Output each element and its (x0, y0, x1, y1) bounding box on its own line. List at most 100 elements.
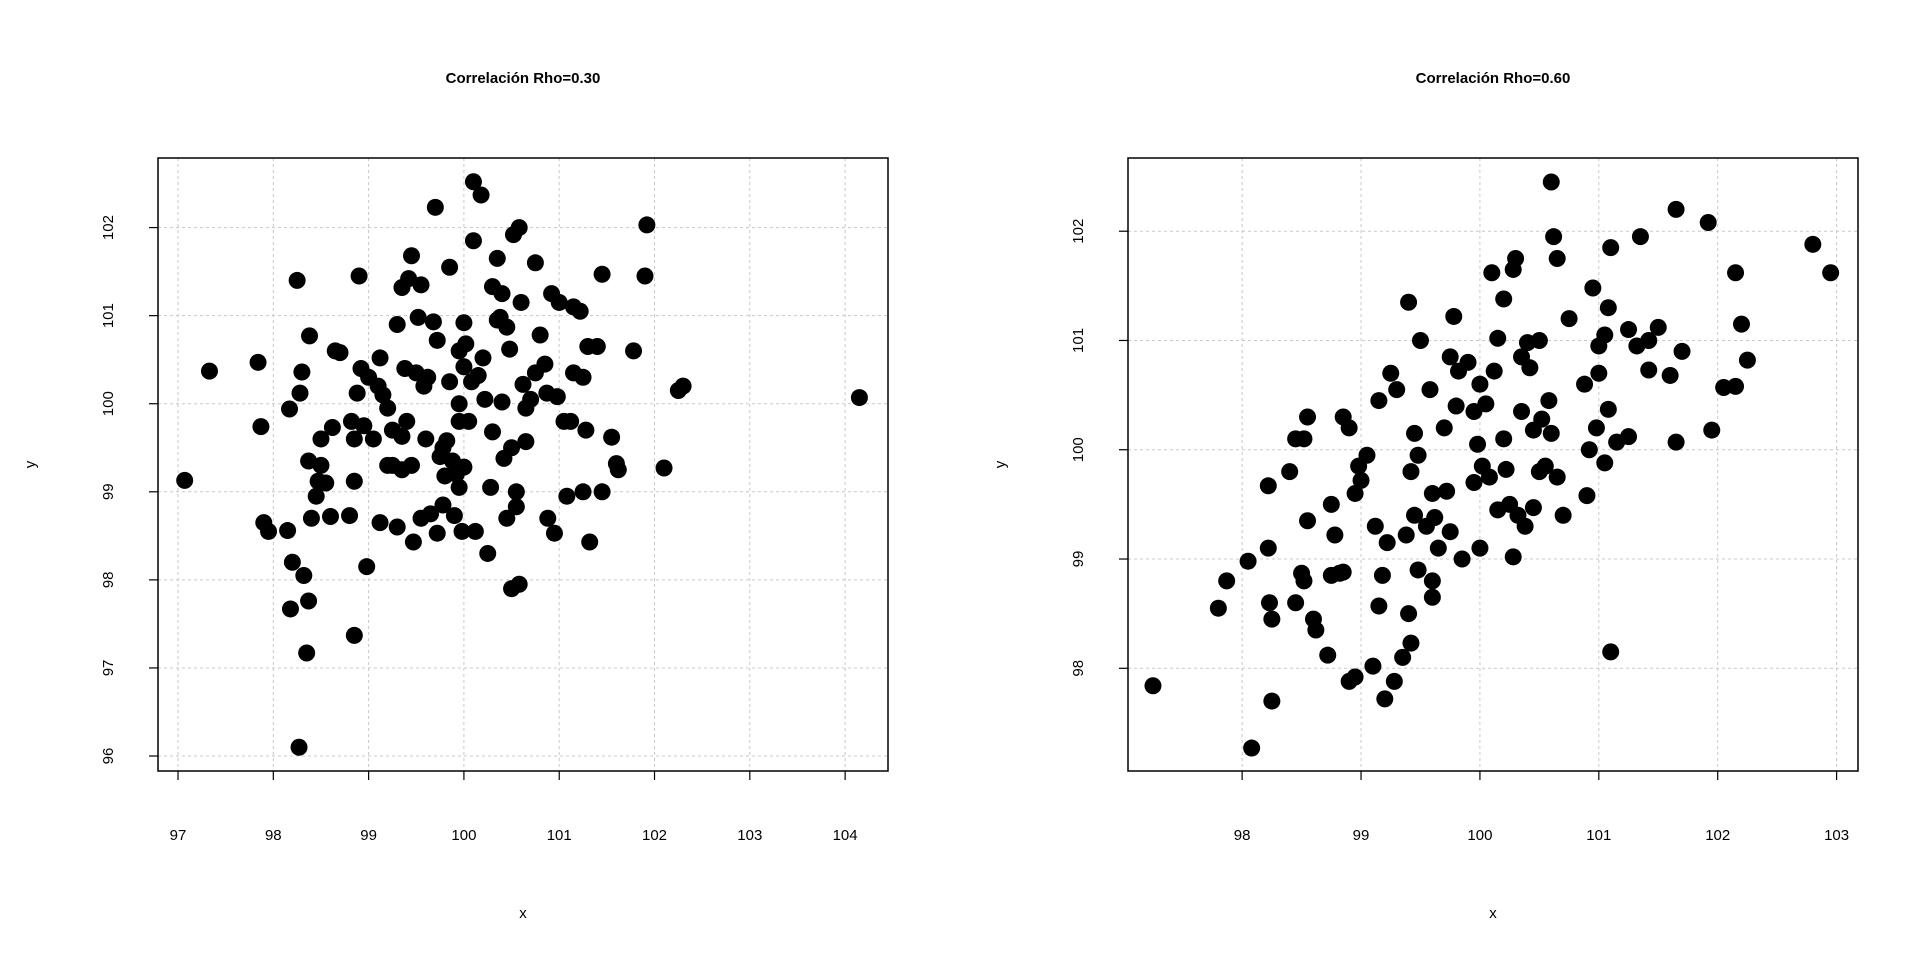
point (419, 368, 437, 386)
x-tick-label: 102 (1705, 827, 1730, 844)
point (1364, 657, 1382, 675)
point (1259, 477, 1277, 495)
chart-title: Correlación Rho=0.60 (1416, 70, 1571, 87)
point (638, 216, 656, 234)
point (1299, 408, 1317, 426)
point (1576, 375, 1594, 393)
point (1521, 359, 1539, 377)
point (1667, 433, 1685, 451)
x-tick-label: 103 (737, 827, 762, 844)
x-tick-label: 99 (360, 827, 377, 844)
point (1423, 484, 1441, 502)
point (422, 505, 440, 523)
point (1545, 228, 1563, 246)
point (1322, 495, 1340, 513)
point (450, 478, 468, 496)
point (581, 533, 599, 551)
point (1548, 468, 1566, 486)
point (355, 417, 373, 435)
point (1471, 539, 1489, 557)
point (1542, 173, 1560, 191)
point (1295, 572, 1313, 590)
point (1631, 228, 1649, 246)
point (350, 267, 368, 285)
point (545, 524, 563, 542)
x-axis-label: x (1489, 905, 1497, 922)
point (301, 327, 319, 345)
point (1703, 421, 1721, 439)
point (1388, 381, 1406, 399)
point (371, 349, 389, 367)
plot-box (157, 157, 889, 772)
point (450, 395, 468, 413)
point (424, 313, 442, 331)
point (1599, 299, 1617, 317)
y-tick-label: 98 (1070, 660, 1087, 677)
point (479, 544, 497, 562)
point (371, 514, 389, 532)
point (1699, 213, 1717, 231)
point (358, 558, 376, 576)
point (302, 509, 320, 527)
point (593, 483, 611, 501)
point (300, 592, 318, 610)
y-tick-label: 99 (100, 483, 117, 500)
point (398, 412, 416, 430)
point (1370, 392, 1388, 410)
point (1423, 572, 1441, 590)
point (1326, 526, 1344, 544)
y-tick-label: 96 (100, 748, 117, 765)
point (655, 459, 673, 477)
point (307, 487, 325, 505)
plot: Correlación Rho=0.30 x y 97 98 99 100 101 102 103… (22, 70, 889, 922)
point (1804, 235, 1822, 253)
point (574, 368, 592, 386)
point (1596, 454, 1614, 472)
y-tick-label: 102 (1070, 219, 1087, 244)
x-tick-label: 102 (642, 827, 667, 844)
plot-box (1127, 157, 1859, 772)
x-tick-label: 100 (1467, 827, 1492, 844)
point (1727, 377, 1745, 395)
point (379, 399, 397, 417)
point (412, 276, 430, 294)
point (453, 522, 471, 540)
point (1358, 446, 1376, 464)
point (1382, 364, 1400, 382)
point (503, 439, 521, 457)
point (1465, 474, 1483, 492)
x-tick-label: 104 (833, 827, 858, 844)
point (1426, 508, 1444, 526)
point (1346, 484, 1364, 502)
x-tick-label: 101 (1586, 827, 1611, 844)
point (176, 471, 194, 489)
point (1524, 499, 1542, 517)
point (512, 293, 530, 311)
point (312, 456, 330, 474)
point (374, 386, 392, 404)
point (331, 344, 349, 362)
point (1540, 392, 1558, 410)
point (1366, 517, 1384, 535)
point (593, 265, 611, 283)
point (474, 349, 492, 367)
point (1560, 310, 1578, 328)
point (1578, 487, 1596, 505)
point (1673, 342, 1691, 360)
point (674, 377, 692, 395)
point (252, 418, 270, 436)
point (1822, 264, 1840, 282)
point (1352, 471, 1370, 489)
point (1409, 446, 1427, 464)
point (1263, 692, 1281, 710)
point (1346, 668, 1364, 686)
point (469, 367, 487, 385)
point (441, 258, 459, 276)
point (1373, 566, 1391, 584)
point (1587, 419, 1605, 437)
point (1435, 419, 1453, 437)
point (510, 219, 528, 237)
point (1406, 506, 1424, 524)
point (345, 472, 363, 490)
